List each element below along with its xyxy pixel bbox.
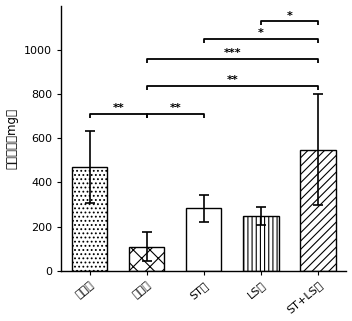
Bar <box>243 216 278 271</box>
Text: **: ** <box>112 103 124 114</box>
Bar <box>72 168 107 271</box>
Text: **: ** <box>226 75 238 85</box>
Text: **: ** <box>169 103 181 114</box>
Y-axis label: 籾便湿重（mg）: 籾便湿重（mg） <box>6 108 19 169</box>
Text: *: * <box>258 28 264 38</box>
Text: ***: *** <box>224 48 241 58</box>
Bar <box>129 247 164 271</box>
Bar <box>186 208 221 271</box>
Bar <box>300 150 335 271</box>
Text: *: * <box>287 11 292 21</box>
